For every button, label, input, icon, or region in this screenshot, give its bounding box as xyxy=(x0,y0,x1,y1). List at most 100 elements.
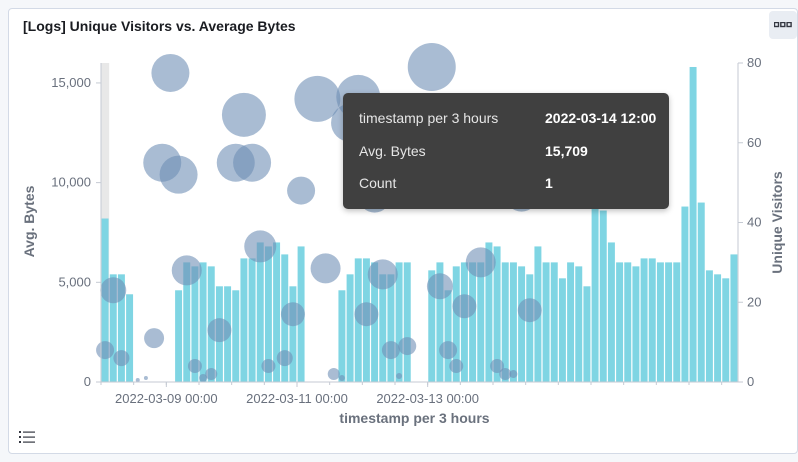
bubble-point[interactable] xyxy=(187,359,202,374)
bar[interactable] xyxy=(477,262,485,382)
bar[interactable] xyxy=(575,266,583,382)
bar[interactable] xyxy=(558,278,566,382)
bar[interactable] xyxy=(436,262,444,382)
bubble-point[interactable] xyxy=(143,376,148,381)
bubble-point[interactable] xyxy=(171,255,202,286)
bubble-point[interactable] xyxy=(327,368,340,381)
bubble-point[interactable] xyxy=(233,143,272,182)
bar[interactable] xyxy=(379,274,387,382)
bar[interactable] xyxy=(191,266,199,382)
bubble-point[interactable] xyxy=(452,294,477,319)
bar[interactable] xyxy=(509,262,517,382)
bar[interactable] xyxy=(591,182,599,382)
bubble-point[interactable] xyxy=(367,259,398,290)
bubble-point[interactable] xyxy=(135,378,140,383)
bubble-point[interactable] xyxy=(490,359,505,374)
bar[interactable] xyxy=(256,242,264,382)
bubble-point[interactable] xyxy=(221,92,266,137)
y-tick-label: 40 xyxy=(747,215,761,230)
bar[interactable] xyxy=(338,290,346,382)
bubble-point[interactable] xyxy=(100,277,127,304)
bar[interactable] xyxy=(550,262,558,382)
bubble-point[interactable] xyxy=(354,302,379,327)
bubble-point[interactable] xyxy=(449,359,464,374)
bar[interactable] xyxy=(273,242,281,382)
bar[interactable] xyxy=(403,262,411,382)
bubble-point[interactable] xyxy=(151,53,190,92)
bubble-point[interactable] xyxy=(465,247,496,278)
bar[interactable] xyxy=(346,274,354,382)
bar[interactable] xyxy=(175,290,183,382)
bubble-point[interactable] xyxy=(144,328,165,349)
bar[interactable] xyxy=(232,290,240,382)
bubble-point[interactable] xyxy=(398,337,417,356)
bar[interactable] xyxy=(648,258,656,382)
bubble-point[interactable] xyxy=(499,368,512,381)
bar[interactable] xyxy=(714,274,722,382)
bubble-point[interactable] xyxy=(439,341,458,360)
bar[interactable] xyxy=(126,294,134,382)
bar[interactable] xyxy=(248,258,256,382)
bar[interactable] xyxy=(501,262,509,382)
bar[interactable] xyxy=(681,206,689,382)
bar[interactable] xyxy=(689,66,697,383)
bar[interactable] xyxy=(240,258,248,382)
bar[interactable] xyxy=(673,262,681,382)
bubble-point[interactable] xyxy=(96,341,115,360)
bubble-point[interactable] xyxy=(294,75,341,122)
bubble-point[interactable] xyxy=(199,374,208,383)
bar[interactable] xyxy=(485,242,493,382)
bubble-point[interactable] xyxy=(205,368,218,381)
bubble-point[interactable] xyxy=(261,359,276,374)
bubble-point[interactable] xyxy=(113,350,130,367)
bubble-point[interactable] xyxy=(426,273,453,300)
bar[interactable] xyxy=(640,258,648,382)
bar[interactable] xyxy=(526,274,534,382)
bar[interactable] xyxy=(730,254,738,382)
bubble-point[interactable] xyxy=(396,373,403,380)
bar[interactable] xyxy=(599,210,607,382)
bar[interactable] xyxy=(567,262,575,382)
bubble-point[interactable] xyxy=(244,230,277,263)
bar[interactable] xyxy=(616,262,624,382)
bar[interactable] xyxy=(460,262,468,382)
legend-toggle-button[interactable] xyxy=(18,429,36,445)
bar[interactable] xyxy=(624,262,632,382)
bar[interactable] xyxy=(656,262,664,382)
bubble-point[interactable] xyxy=(310,253,341,284)
bubble-point[interactable] xyxy=(509,370,518,379)
bar[interactable] xyxy=(109,274,117,382)
bar[interactable] xyxy=(289,286,297,382)
bar[interactable] xyxy=(469,262,477,382)
bar[interactable] xyxy=(705,270,713,382)
bar[interactable] xyxy=(583,286,591,382)
bar[interactable] xyxy=(542,262,550,382)
bar[interactable] xyxy=(444,290,452,382)
bubble-point[interactable] xyxy=(287,176,316,205)
bubble-point[interactable] xyxy=(159,155,198,194)
bar[interactable] xyxy=(264,246,272,382)
bubble-point[interactable] xyxy=(407,42,456,91)
bar[interactable] xyxy=(452,266,460,382)
panel-options-button[interactable] xyxy=(769,11,797,39)
bubble-point[interactable] xyxy=(517,298,542,323)
bar[interactable] xyxy=(395,262,403,382)
bar[interactable] xyxy=(518,266,526,382)
bar[interactable] xyxy=(428,270,436,382)
bar[interactable] xyxy=(665,262,673,382)
bubble-point[interactable] xyxy=(276,350,293,367)
bubble-point[interactable] xyxy=(207,318,232,343)
bar[interactable] xyxy=(493,246,501,382)
bar[interactable] xyxy=(697,202,705,382)
bar[interactable] xyxy=(722,278,730,382)
bubble-point[interactable] xyxy=(280,302,305,327)
bar[interactable] xyxy=(183,262,191,382)
bubble-point[interactable] xyxy=(338,375,345,382)
bar[interactable] xyxy=(607,242,615,382)
y-tick-label: 80 xyxy=(747,55,761,70)
bar[interactable] xyxy=(199,262,207,382)
bar[interactable] xyxy=(387,274,395,382)
bubble-point[interactable] xyxy=(381,341,400,360)
bar[interactable] xyxy=(632,266,640,382)
bar[interactable] xyxy=(117,274,125,382)
